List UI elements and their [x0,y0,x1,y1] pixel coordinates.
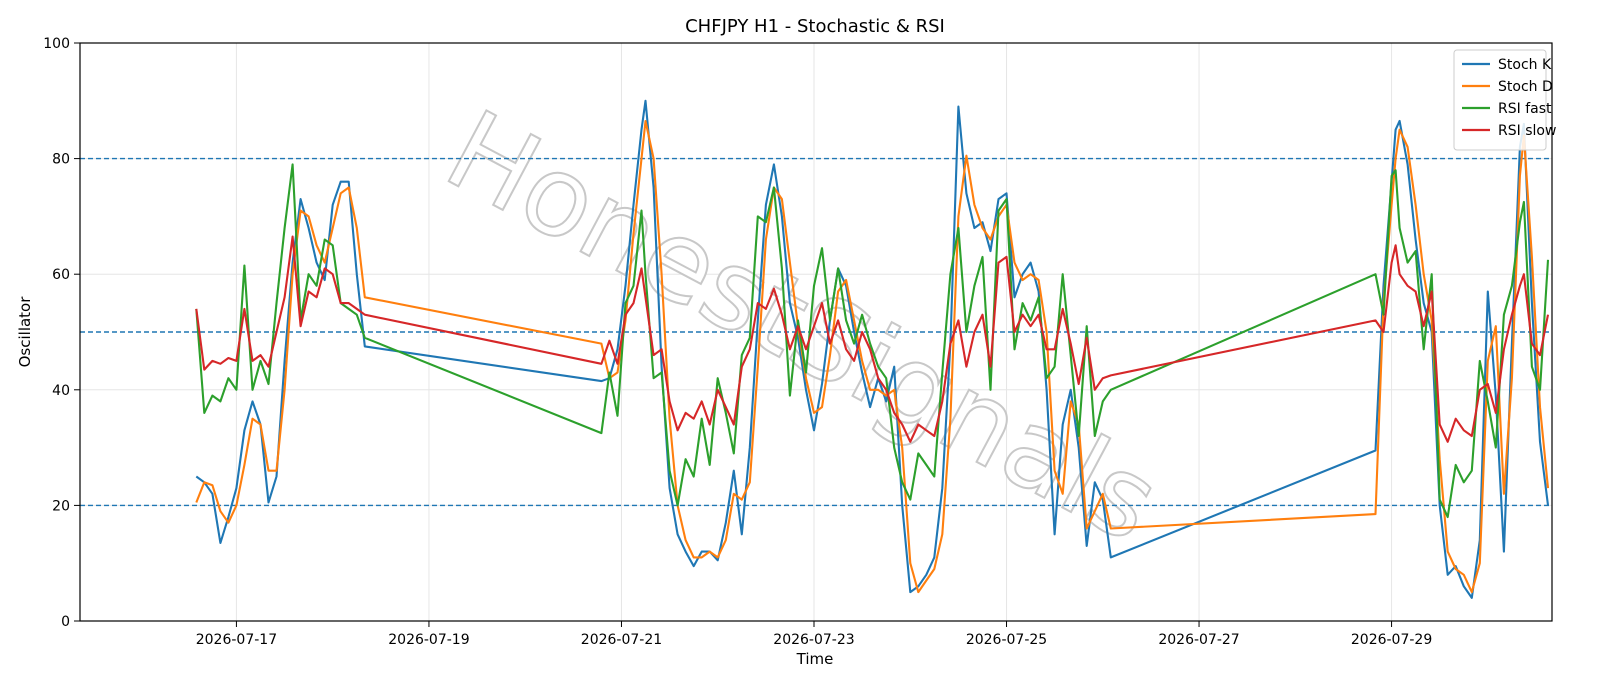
x-tick-label: 2026-07-23 [773,632,854,648]
x-tick-label: 2026-07-25 [966,632,1047,648]
series-line-rsi-slow [195,235,1550,443]
legend-box [1453,49,1547,151]
y-tick-label: 0 [61,614,70,630]
x-tick-label: 2026-07-21 [581,632,662,648]
series-layer [195,99,1550,599]
y-tick-label: 60 [52,267,70,283]
series-line-stoch-d [195,119,1550,594]
y-tick-label: 20 [52,498,70,514]
tick-layer: 2026-07-17 2026-07-19 2026-07-21 2026-07-23… [43,36,1432,648]
chart-title: CHFJPY H1 - Stochastic & RSI [685,16,945,37]
series-line-stoch-k [195,99,1550,599]
legend-label: Stoch D [1498,79,1553,95]
x-tick-label: 2026-07-17 [196,632,277,648]
y-tick-label: 40 [52,383,70,399]
x-axis-label: Time [796,650,834,668]
x-tick-label: 2026-07-29 [1351,632,1432,648]
legend: Stoch K Stoch D RSI fast RSI slow [1453,49,1556,151]
y-axis-label: Oscillator [16,296,34,368]
x-tick-label: 2026-07-19 [388,632,469,648]
plot-frame [79,42,1553,622]
y-tick-label: 80 [52,152,70,168]
series-line-rsi-fast [195,163,1550,519]
y-tick-label: 100 [43,36,70,52]
x-tick-label: 2026-07-27 [1158,632,1239,648]
legend-label: RSI slow [1498,123,1556,139]
legend-label: Stoch K [1498,57,1552,73]
reference-lines [80,157,1552,507]
legend-label: RSI fast [1498,101,1552,117]
